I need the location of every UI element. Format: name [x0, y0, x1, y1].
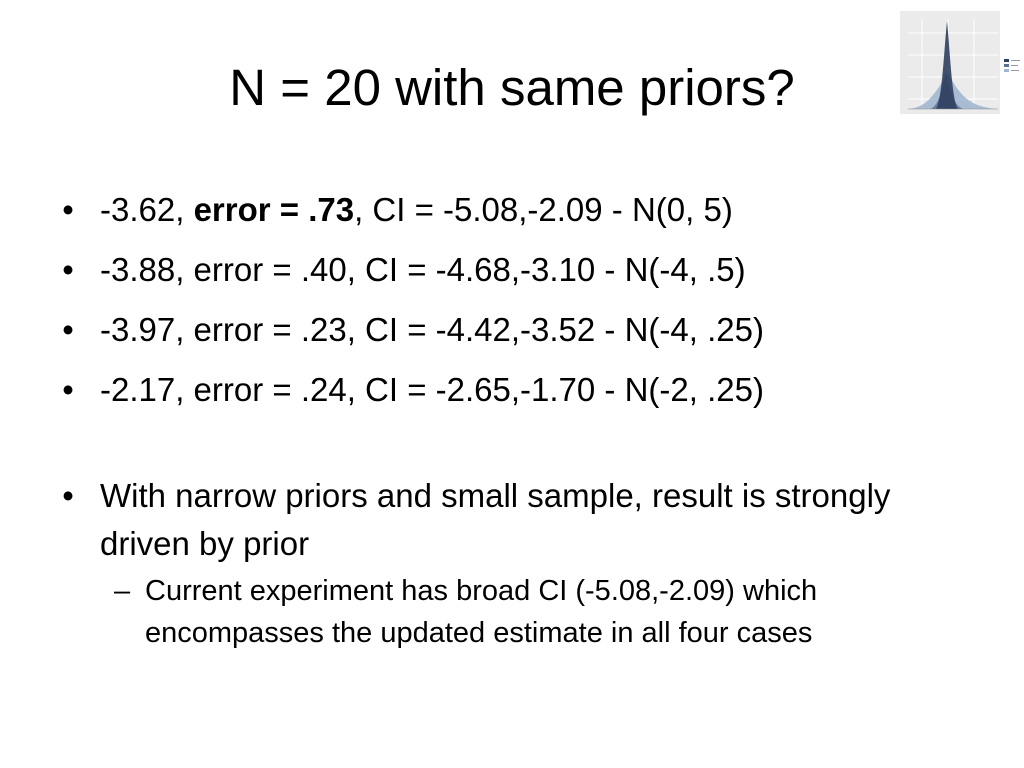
- bullet-list: • -3.62, error = .73, CI = -5.08,-2.09 -…: [58, 186, 978, 654]
- conclusion-text: With narrow priors and small sample, res…: [100, 477, 891, 562]
- sub-bullet-text: Current experiment has broad CI (-5.08,-…: [145, 575, 818, 649]
- thumbnail-legend-icon: [1004, 58, 1022, 74]
- bullet-bold-error: error = .73: [193, 191, 355, 228]
- list-item: • -2.17, error = .24, CI = -2.65,-1.70 -…: [58, 366, 978, 426]
- bullet-text: -3.88, error = .40, CI = -4.68,-3.10 - N…: [100, 251, 746, 288]
- bullet-icon: •: [62, 477, 74, 514]
- bullet-rest: , CI = -5.08,-2.09 - N(0, 5): [354, 191, 733, 228]
- bullet-icon: •: [62, 251, 74, 288]
- bullet-text: -3.97, error = .23, CI = -4.42,-3.52 - N…: [100, 311, 764, 348]
- density-plot-thumbnail-icon: [900, 11, 1000, 114]
- bullet-icon: •: [62, 371, 74, 408]
- list-item: • -3.62, error = .73, CI = -5.08,-2.09 -…: [58, 186, 978, 246]
- bullet-icon: •: [62, 311, 74, 348]
- conclusion-item: • With narrow priors and small sample, r…: [58, 472, 960, 568]
- list-item: • -3.97, error = .23, CI = -4.42,-3.52 -…: [58, 306, 978, 366]
- list-item: • -3.88, error = .40, CI = -4.68,-3.10 -…: [58, 246, 978, 306]
- bullet-icon: •: [62, 191, 74, 228]
- density-plot-graphic: [900, 11, 1000, 114]
- sub-bullet-item: – Current experiment has broad CI (-5.08…: [58, 570, 935, 654]
- bullet-value: -3.62,: [100, 191, 194, 228]
- bullet-text: -2.17, error = .24, CI = -2.65,-1.70 - N…: [100, 371, 764, 408]
- slide-title: N = 20 with same priors?: [229, 59, 795, 116]
- dash-icon: –: [114, 575, 131, 607]
